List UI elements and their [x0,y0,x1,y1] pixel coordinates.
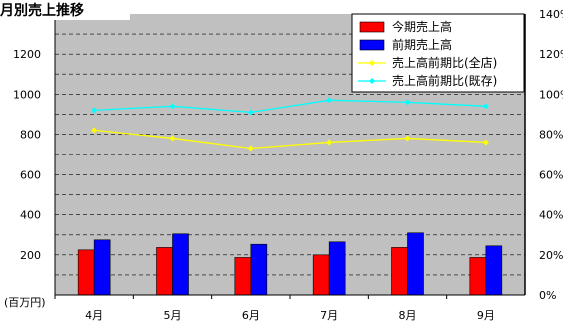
tick-labels: 200 400 600 800 1000 1200 0% 20% 40% 60% 80% 100% 12… [13,8,563,322]
bar [77,249,95,296]
legend-marker [369,60,375,66]
bar [328,241,346,296]
bar [156,247,173,296]
y-right-tick-label: 40% [539,209,563,222]
bar [312,254,330,296]
chart-title-box [0,0,130,20]
y-right-tick-label: 0% [539,289,556,302]
series-point [91,127,98,134]
y-tick-label: 600 [20,169,41,182]
series-point [404,99,411,106]
x-tick-label: 5月 [164,309,182,322]
line-series [91,97,489,152]
y-tick-label: 1000 [13,88,41,101]
bar [469,257,487,296]
y-right-tick-label: 140% [539,8,563,21]
series-point [326,97,333,104]
bar [172,233,189,296]
x-tick-label: 6月 [242,309,260,322]
series-point [404,135,411,142]
bar [93,239,111,296]
series-point [247,109,254,116]
legend-swatch [359,21,385,33]
y-tick-label: 400 [20,209,41,222]
y-tick-label: 200 [20,249,41,262]
x-tick-label: 4月 [85,309,103,322]
bar [485,245,503,296]
bar [407,232,424,296]
legend-marker [369,78,375,84]
series-point [482,103,489,110]
series-point [247,145,254,152]
chart-title: 月別売上推移 [0,2,84,19]
axes [54,14,526,299]
x-tick-label: 7月 [320,309,338,322]
series-line [94,99,486,114]
series-point [482,139,489,146]
unit-label: (百万円) [4,296,46,309]
x-tick-label: 8月 [399,309,417,322]
series-point [169,135,176,142]
legend-label: 売上高前期比(既存) [392,73,497,88]
y-right-tick-label: 100% [539,88,563,101]
series-line [94,129,486,150]
y-right-tick-label: 80% [539,128,563,141]
bar [391,247,408,296]
legend-label: 前期売上高 [392,37,452,52]
legend-swatch [359,39,385,51]
y-right-tick-label: 60% [539,169,563,182]
series-point [326,139,333,146]
y-tick-label: 800 [20,128,41,141]
x-tick-label: 9月 [477,309,495,322]
series-point [91,107,98,114]
bar [234,257,252,296]
series-point [169,103,176,110]
bars [77,232,503,296]
legend-label: 売上高前期比(全店) [392,55,497,70]
bar [250,243,268,296]
legend-label: 今期売上高 [392,19,452,34]
y-right-tick-label: 120% [539,48,563,61]
y-right-tick-label: 20% [539,249,563,262]
y-tick-label: 1200 [13,48,41,61]
gridlines [55,33,525,276]
